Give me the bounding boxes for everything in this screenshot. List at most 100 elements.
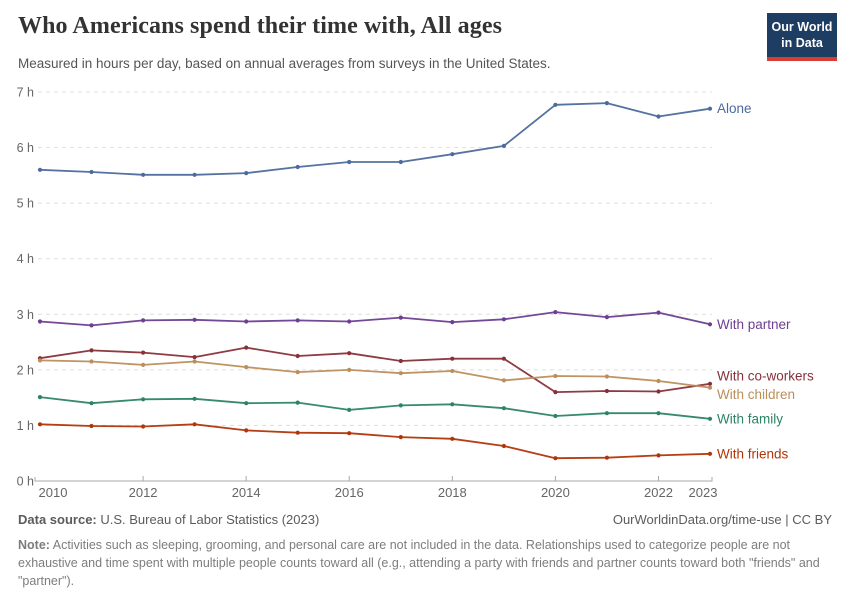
series-point-with-family-2016 xyxy=(347,407,352,412)
series-line-with-co-workers xyxy=(39,346,711,394)
chart-title: Who Americans spend their time with, All… xyxy=(18,13,503,39)
series-point-with-co-workers-2020 xyxy=(553,390,558,395)
series-line-with-friends xyxy=(39,423,711,460)
series-point-with-friends-2013 xyxy=(192,422,197,427)
y-axis-label-0h: 0 h xyxy=(17,475,34,489)
license-link: OurWorldinData.org/time-use | CC BY xyxy=(612,512,832,527)
series-label-with-friends: With friends xyxy=(717,446,789,461)
series-point-with-partner-2022 xyxy=(656,310,661,315)
series-point-with-friends-2020 xyxy=(553,456,558,461)
y-axis-label-5h: 5 h xyxy=(17,197,34,211)
note-label: Note: xyxy=(18,538,50,552)
series-point-with-children-2014 xyxy=(244,365,249,370)
series-point-with-children-2017 xyxy=(398,371,403,376)
series-point-with-co-workers-2018 xyxy=(450,356,455,361)
series-point-alone-2023 xyxy=(707,106,713,111)
series-point-with-family-2017 xyxy=(398,403,403,408)
series-point-with-friends-2016 xyxy=(347,431,352,436)
series-point-alone-2016 xyxy=(347,159,352,165)
series-point-alone-2022 xyxy=(656,114,661,119)
x-axis-label-2010: 2010 xyxy=(39,485,68,500)
footer-note: Note: Activities such as sleeping, groom… xyxy=(18,536,834,590)
data-source-label: Data source: xyxy=(18,512,97,527)
data-source: Data source: U.S. Bureau of Labor Statis… xyxy=(18,512,319,527)
series-point-with-partner-2015 xyxy=(295,318,300,323)
x-axis-label-2016: 2016 xyxy=(335,485,364,500)
y-axis-label-1h: 1 h xyxy=(17,419,34,433)
series-point-with-friends-2022 xyxy=(656,453,661,458)
series-point-with-partner-2023 xyxy=(707,322,713,327)
x-axis-line xyxy=(34,477,713,482)
series-point-with-children-2022 xyxy=(656,378,661,384)
x-axis-label-2012: 2012 xyxy=(129,485,158,500)
series-point-with-children-2013 xyxy=(192,359,197,364)
series-point-with-co-workers-2023 xyxy=(707,381,713,386)
series-point-with-co-workers-2017 xyxy=(398,358,403,364)
series-label-with-family: With family xyxy=(717,411,783,426)
series-point-with-children-2012 xyxy=(141,362,146,367)
series-point-alone-2014 xyxy=(244,171,249,176)
x-axis-label-2018: 2018 xyxy=(438,485,467,500)
series-point-with-friends-2019 xyxy=(501,443,506,449)
series-point-with-children-2019 xyxy=(501,378,506,383)
series-point-with-partner-2019 xyxy=(501,317,506,322)
series-line-with-family xyxy=(39,396,711,420)
series-point-alone-2020 xyxy=(553,102,558,107)
series-label-with-partner: With partner xyxy=(717,317,791,332)
series-point-with-partner-2013 xyxy=(192,317,197,322)
series-point-with-co-workers-2016 xyxy=(347,351,352,356)
note-text: Activities such as sleeping, grooming, a… xyxy=(18,538,820,588)
series-point-with-friends-2011 xyxy=(89,423,94,429)
footer-source-row: Data source: U.S. Bureau of Labor Statis… xyxy=(18,512,832,527)
series-point-with-co-workers-2015 xyxy=(295,353,300,359)
series-point-with-family-2013 xyxy=(192,396,197,401)
series-point-alone-2017 xyxy=(398,159,403,165)
series-point-with-children-2023 xyxy=(707,385,713,390)
series-point-with-family-2015 xyxy=(295,400,300,405)
series-point-with-children-2016 xyxy=(347,367,352,372)
series-point-with-partner-2016 xyxy=(347,319,352,324)
series-point-with-children-2020 xyxy=(553,373,558,379)
series-point-with-co-workers-2014 xyxy=(244,345,249,350)
series-point-with-partner-2011 xyxy=(89,323,94,328)
series-label-with-children: With children xyxy=(717,387,795,402)
series-point-with-partner-2020 xyxy=(553,310,558,315)
series-point-with-partner-2012 xyxy=(141,318,146,323)
series-point-with-family-2011 xyxy=(89,401,94,406)
series-point-alone-2011 xyxy=(89,169,94,175)
series-point-alone-2019 xyxy=(501,143,506,148)
series-point-with-partner-2021 xyxy=(604,315,610,320)
y-axis-label-4h: 4 h xyxy=(17,252,34,266)
series-point-with-family-2022 xyxy=(656,411,661,416)
series-point-alone-2010 xyxy=(37,167,43,172)
x-axis-label-2020: 2020 xyxy=(541,485,570,500)
series-point-with-co-workers-2013 xyxy=(192,355,197,360)
series-point-with-co-workers-2022 xyxy=(656,389,661,394)
series-label-alone: Alone xyxy=(717,101,752,116)
series-point-with-family-2021 xyxy=(604,411,610,416)
y-axis-label-2h: 2 h xyxy=(17,363,34,377)
series-point-with-friends-2014 xyxy=(244,428,249,433)
series-point-with-friends-2023 xyxy=(707,451,713,456)
series-line-with-children xyxy=(39,359,711,389)
series-point-alone-2013 xyxy=(192,172,197,177)
series-point-with-co-workers-2011 xyxy=(89,348,94,353)
series-point-with-family-2020 xyxy=(553,413,558,419)
owid-logo: Our World in Data xyxy=(767,13,837,62)
x-axis-label-2014: 2014 xyxy=(232,485,261,500)
y-axis-label-7h: 7 h xyxy=(17,86,34,100)
x-axis-label-2023: 2023 xyxy=(689,485,718,500)
series-point-with-family-2012 xyxy=(141,397,146,402)
series-point-with-family-2023 xyxy=(707,416,713,421)
series-point-with-friends-2017 xyxy=(398,435,403,440)
series-point-with-partner-2010 xyxy=(37,319,43,324)
series-point-with-family-2018 xyxy=(450,402,455,407)
owid-logo-line1: Our World xyxy=(771,20,833,34)
series-point-with-partner-2014 xyxy=(244,319,249,324)
series-point-with-partner-2017 xyxy=(398,315,403,320)
series-point-with-partner-2018 xyxy=(450,320,455,325)
data-source-text: U.S. Bureau of Labor Statistics (2023) xyxy=(96,512,320,527)
series-line-alone xyxy=(39,102,711,176)
series-point-with-family-2019 xyxy=(501,406,506,411)
